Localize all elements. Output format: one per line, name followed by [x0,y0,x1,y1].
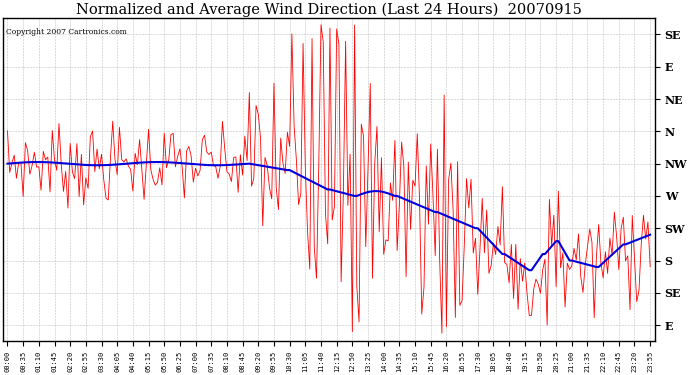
Text: Copyright 2007 Cartronics.com: Copyright 2007 Cartronics.com [6,28,127,36]
Title: Normalized and Average Wind Direction (Last 24 Hours)  20070915: Normalized and Average Wind Direction (L… [76,3,582,17]
